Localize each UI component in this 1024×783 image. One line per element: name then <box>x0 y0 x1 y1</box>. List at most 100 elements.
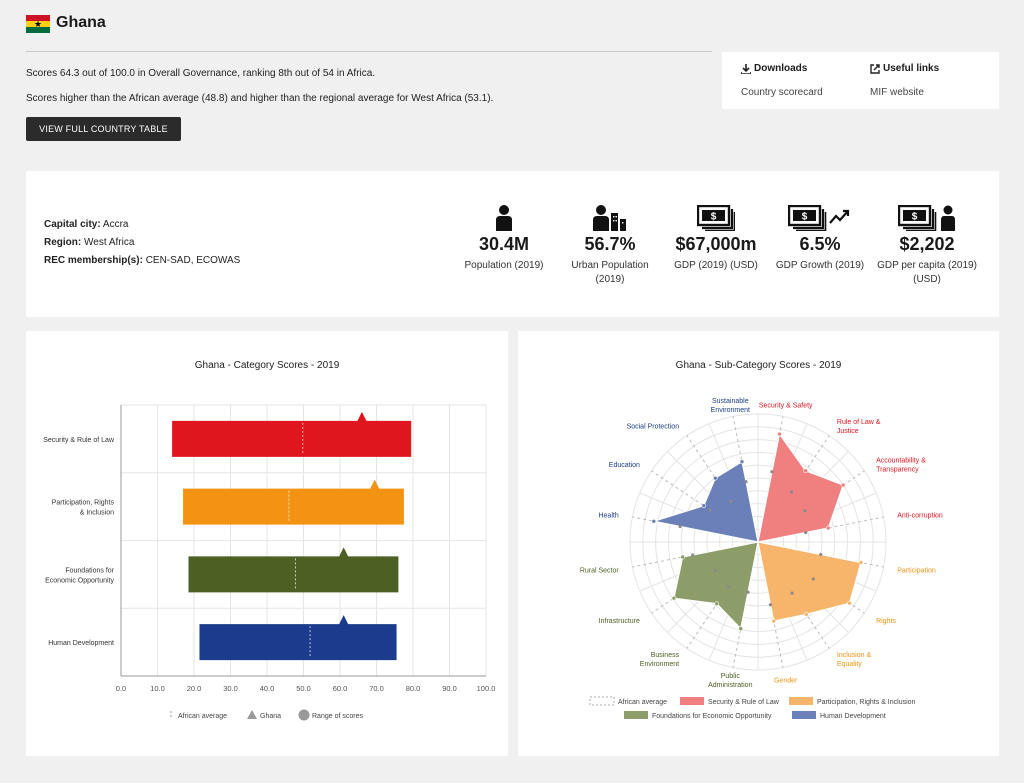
radar-axis-label: Rural Sector <box>580 567 620 574</box>
african-average-point <box>708 508 712 512</box>
external-link-icon <box>870 63 880 74</box>
legend-label: Foundations for Economic Opportunity <box>652 713 772 720</box>
x-tick-label: 0.0 <box>116 684 126 693</box>
radar-axis-label: Health <box>598 513 618 520</box>
radar-axis-label: Business <box>651 652 680 659</box>
legend-label: African average <box>618 699 667 706</box>
mif-website-link[interactable]: MIF website <box>870 87 924 98</box>
useful-links-section: Useful links MIF website <box>870 52 939 98</box>
category-scores-panel: Ghana - Category Scores - 2019 0.0 10.0 20… <box>26 331 508 756</box>
average-comparison-text: Scores higher than the African average (… <box>26 93 494 104</box>
stat-gdp-per-capita: $ $2,202 GDP per capita (2019) (USD) <box>872 171 982 287</box>
african-average-point <box>819 552 823 557</box>
radar-point <box>671 595 677 601</box>
radar-axis-label: Social Protection <box>627 424 680 431</box>
radar-area-human <box>653 460 759 543</box>
radar-point <box>738 626 744 631</box>
african-average-point <box>790 591 794 595</box>
downloads-section: Downloads Country scorecard <box>741 52 823 98</box>
radar-point <box>826 525 831 531</box>
african-average-point <box>803 509 807 513</box>
legend-average-label: African average <box>178 713 227 720</box>
page-title: Ghana <box>56 14 106 31</box>
region: Region: West Africa <box>44 237 135 248</box>
downloads-heading: Downloads <box>754 63 808 74</box>
category-label: & Inclusion <box>80 510 114 517</box>
stat-population: 30.4M Population (2019) <box>454 171 554 273</box>
stat-gdp-growth: $ 6.5% GDP Growth (2019) <box>770 171 870 273</box>
range-bar <box>183 488 404 525</box>
radar-axis-label: Accountability & <box>876 458 926 465</box>
radar-axis-label: Rule of Law & <box>837 419 881 426</box>
radar-point <box>714 601 720 607</box>
african-average-point <box>811 577 815 581</box>
radar-area-security <box>757 432 844 543</box>
subcategory-scores-panel: Ghana - Sub-Category Scores - 2019 Secur… <box>518 331 999 756</box>
radar-point <box>771 618 777 624</box>
african-average-point <box>789 490 794 494</box>
african-average-point <box>726 585 730 589</box>
radar-point <box>803 468 808 473</box>
urban-icon <box>593 205 626 231</box>
category-label: Foundations for <box>65 567 114 574</box>
ghana-score-marker <box>338 547 349 558</box>
category-label: Economic Opportunity <box>45 577 114 584</box>
ghana-score-marker <box>356 411 367 422</box>
radar-point <box>713 475 718 481</box>
african-average-point <box>744 480 748 484</box>
radar-axis-label: Education <box>609 462 640 469</box>
radar-axis-label: Infrastructure <box>599 618 640 625</box>
x-tick-label: 80.0 <box>406 684 421 693</box>
legend-swatch <box>589 696 615 706</box>
money-person-icon: $ <box>898 205 955 231</box>
legend-range-label: Range of scores <box>312 713 363 720</box>
view-full-country-table-button[interactable]: VIEW FULL COUNTRY TABLE <box>26 117 181 141</box>
legend-range-swatch <box>298 709 310 721</box>
african-average-point <box>729 499 733 504</box>
money-growth-icon: $ <box>788 205 850 231</box>
radar-axis-label: Environment <box>640 661 679 668</box>
radar-point <box>840 482 846 488</box>
radar-axis-label: Sustainable <box>712 398 749 405</box>
radar-point <box>701 503 707 509</box>
radar-point <box>858 560 864 565</box>
x-tick-label: 100.0 <box>477 684 496 693</box>
legend-ghana-swatch <box>247 710 257 719</box>
country-scorecard-link[interactable]: Country scorecard <box>741 87 823 98</box>
legend-label: Human Development <box>820 713 886 720</box>
category-label: Participation, Rights <box>52 500 115 507</box>
range-bar <box>199 624 397 661</box>
overall-score-text: Scores 64.3 out of 100.0 in Overall Gove… <box>26 68 376 79</box>
range-bar <box>188 556 399 593</box>
x-tick-label: 50.0 <box>296 684 311 693</box>
radar-axis-label: Equality <box>837 661 862 668</box>
download-icon <box>741 63 751 74</box>
african-average-point <box>713 568 718 573</box>
legend-label: Participation, Rights & Inclusion <box>817 699 916 706</box>
x-tick-label: 60.0 <box>333 684 348 693</box>
range-bar <box>172 420 412 457</box>
radar-axis-label: Security & Safety <box>759 403 813 410</box>
radar-axis-label: Justice <box>837 428 859 435</box>
subcategory-scores-chart: Security & Safety Rule of Law & Justice Acc… <box>580 398 943 720</box>
useful-links-heading: Useful links <box>883 63 940 74</box>
legend-swatch <box>680 697 704 705</box>
legend-swatch <box>789 697 813 705</box>
radar-area-participation <box>757 541 862 622</box>
radar-point <box>847 600 852 606</box>
stat-urban-population: 56.7% Urban Population (2019) <box>563 171 657 287</box>
radar-point <box>804 612 809 617</box>
category-label: Human Development <box>48 640 114 647</box>
x-tick-label: 20.0 <box>187 684 202 693</box>
capital-city: Capital city: Accra <box>44 219 129 230</box>
radar-axis-label: Transparency <box>876 467 919 474</box>
african-average-point <box>768 603 773 607</box>
radar-axis-label: Public <box>721 673 741 680</box>
radar-axis-label: Gender <box>774 677 798 684</box>
radar-axis-label: Anti-corruption <box>897 513 943 520</box>
stat-gdp: $ $67,000m GDP (2019) (USD) <box>666 171 766 273</box>
radar-axis-label: Participation <box>897 567 936 574</box>
african-average-point <box>770 470 774 474</box>
african-average-point <box>746 590 750 594</box>
radar-axis-label: Inclusion & <box>837 652 872 659</box>
